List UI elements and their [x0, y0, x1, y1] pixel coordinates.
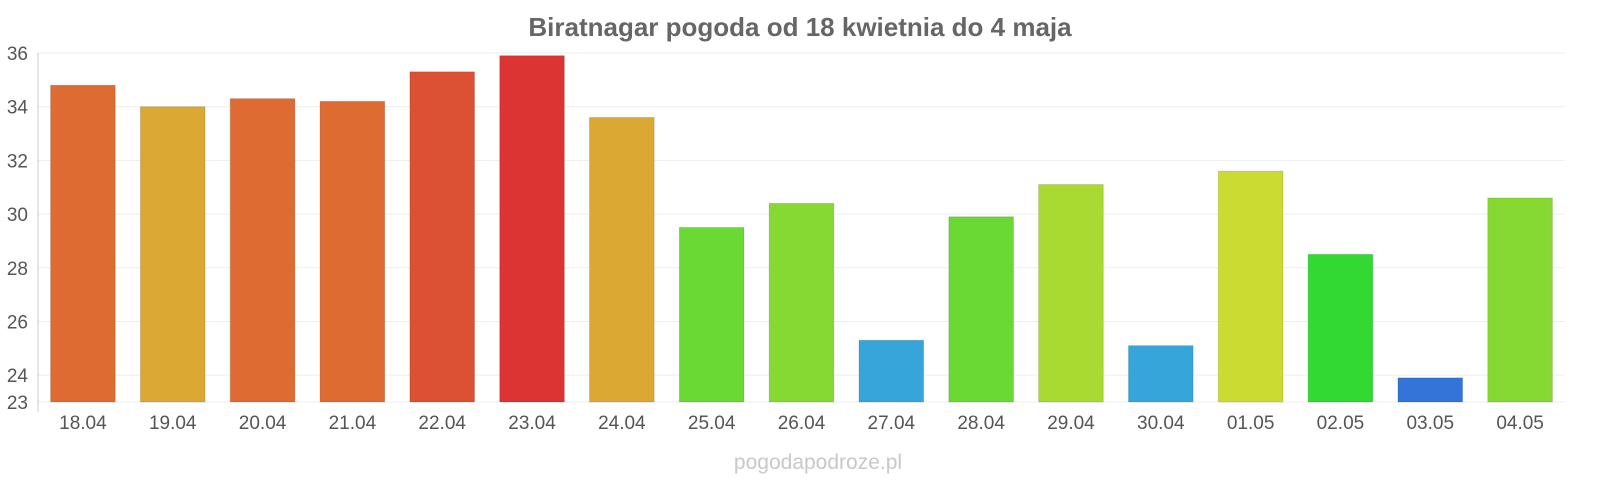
- bar-18.04: [50, 84, 116, 403]
- bar-22.04: [409, 71, 476, 403]
- bar-01.05: [1217, 170, 1284, 403]
- bar-03.05: [1397, 377, 1464, 403]
- bars: [50, 55, 1553, 403]
- x-tick-label: 24.04: [598, 413, 646, 434]
- x-tick-label: 19.04: [149, 413, 197, 434]
- bar-27.04: [858, 339, 925, 403]
- y-tick-label: 30: [7, 205, 28, 226]
- y-tick-label: 24: [7, 366, 29, 387]
- x-tick-label: 18.04: [59, 413, 107, 434]
- y-tick-label: 28: [7, 259, 28, 280]
- bar-24.04: [589, 116, 655, 403]
- bar-25.04: [678, 227, 745, 403]
- y-tick-label: 32: [7, 151, 28, 172]
- x-tick-label: 03.05: [1406, 413, 1454, 434]
- y-tick-label: 26: [7, 312, 28, 333]
- bar-28.04: [948, 216, 1014, 403]
- bar-19.04: [139, 106, 206, 403]
- bar-29.04: [1038, 184, 1104, 403]
- bar-20.04: [229, 98, 296, 403]
- y-tick-label: 23: [7, 393, 28, 414]
- x-tick-label: 27.04: [868, 413, 916, 434]
- x-tick-label: 28.04: [957, 413, 1005, 434]
- y-axis-ticks: 36 34 32 30 28 26 24 23: [7, 44, 29, 414]
- watermark-text: pogodapodroze.pl: [734, 451, 902, 474]
- bar-21.04: [319, 100, 386, 403]
- x-axis-ticks: 18.04 19.04 20.04 21.04 22.04 23.04 24.04 25.04…: [59, 413, 1544, 434]
- x-tick-label: 22.04: [418, 413, 466, 434]
- x-tick-label: 29.04: [1047, 413, 1095, 434]
- x-tick-label: 20.04: [239, 413, 287, 434]
- chart-title: Biratnagar pogoda od 18 kwietnia do 4 ma…: [528, 12, 1072, 42]
- bar-23.04: [499, 55, 565, 403]
- bar-02.05: [1307, 253, 1374, 403]
- x-tick-label: 04.05: [1496, 413, 1544, 434]
- x-tick-label: 25.04: [688, 413, 736, 434]
- x-tick-label: 23.04: [508, 413, 556, 434]
- y-tick-label: 34: [7, 98, 29, 119]
- x-tick-label: 21.04: [329, 413, 377, 434]
- bar-04.05: [1487, 197, 1553, 403]
- y-tick-label: 36: [7, 44, 28, 65]
- x-tick-label: 01.05: [1227, 413, 1275, 434]
- bar-30.04: [1127, 345, 1194, 403]
- x-tick-label: 26.04: [778, 413, 826, 434]
- x-tick-label: 02.05: [1317, 413, 1365, 434]
- bar-26.04: [768, 202, 835, 403]
- x-tick-label: 30.04: [1137, 413, 1185, 434]
